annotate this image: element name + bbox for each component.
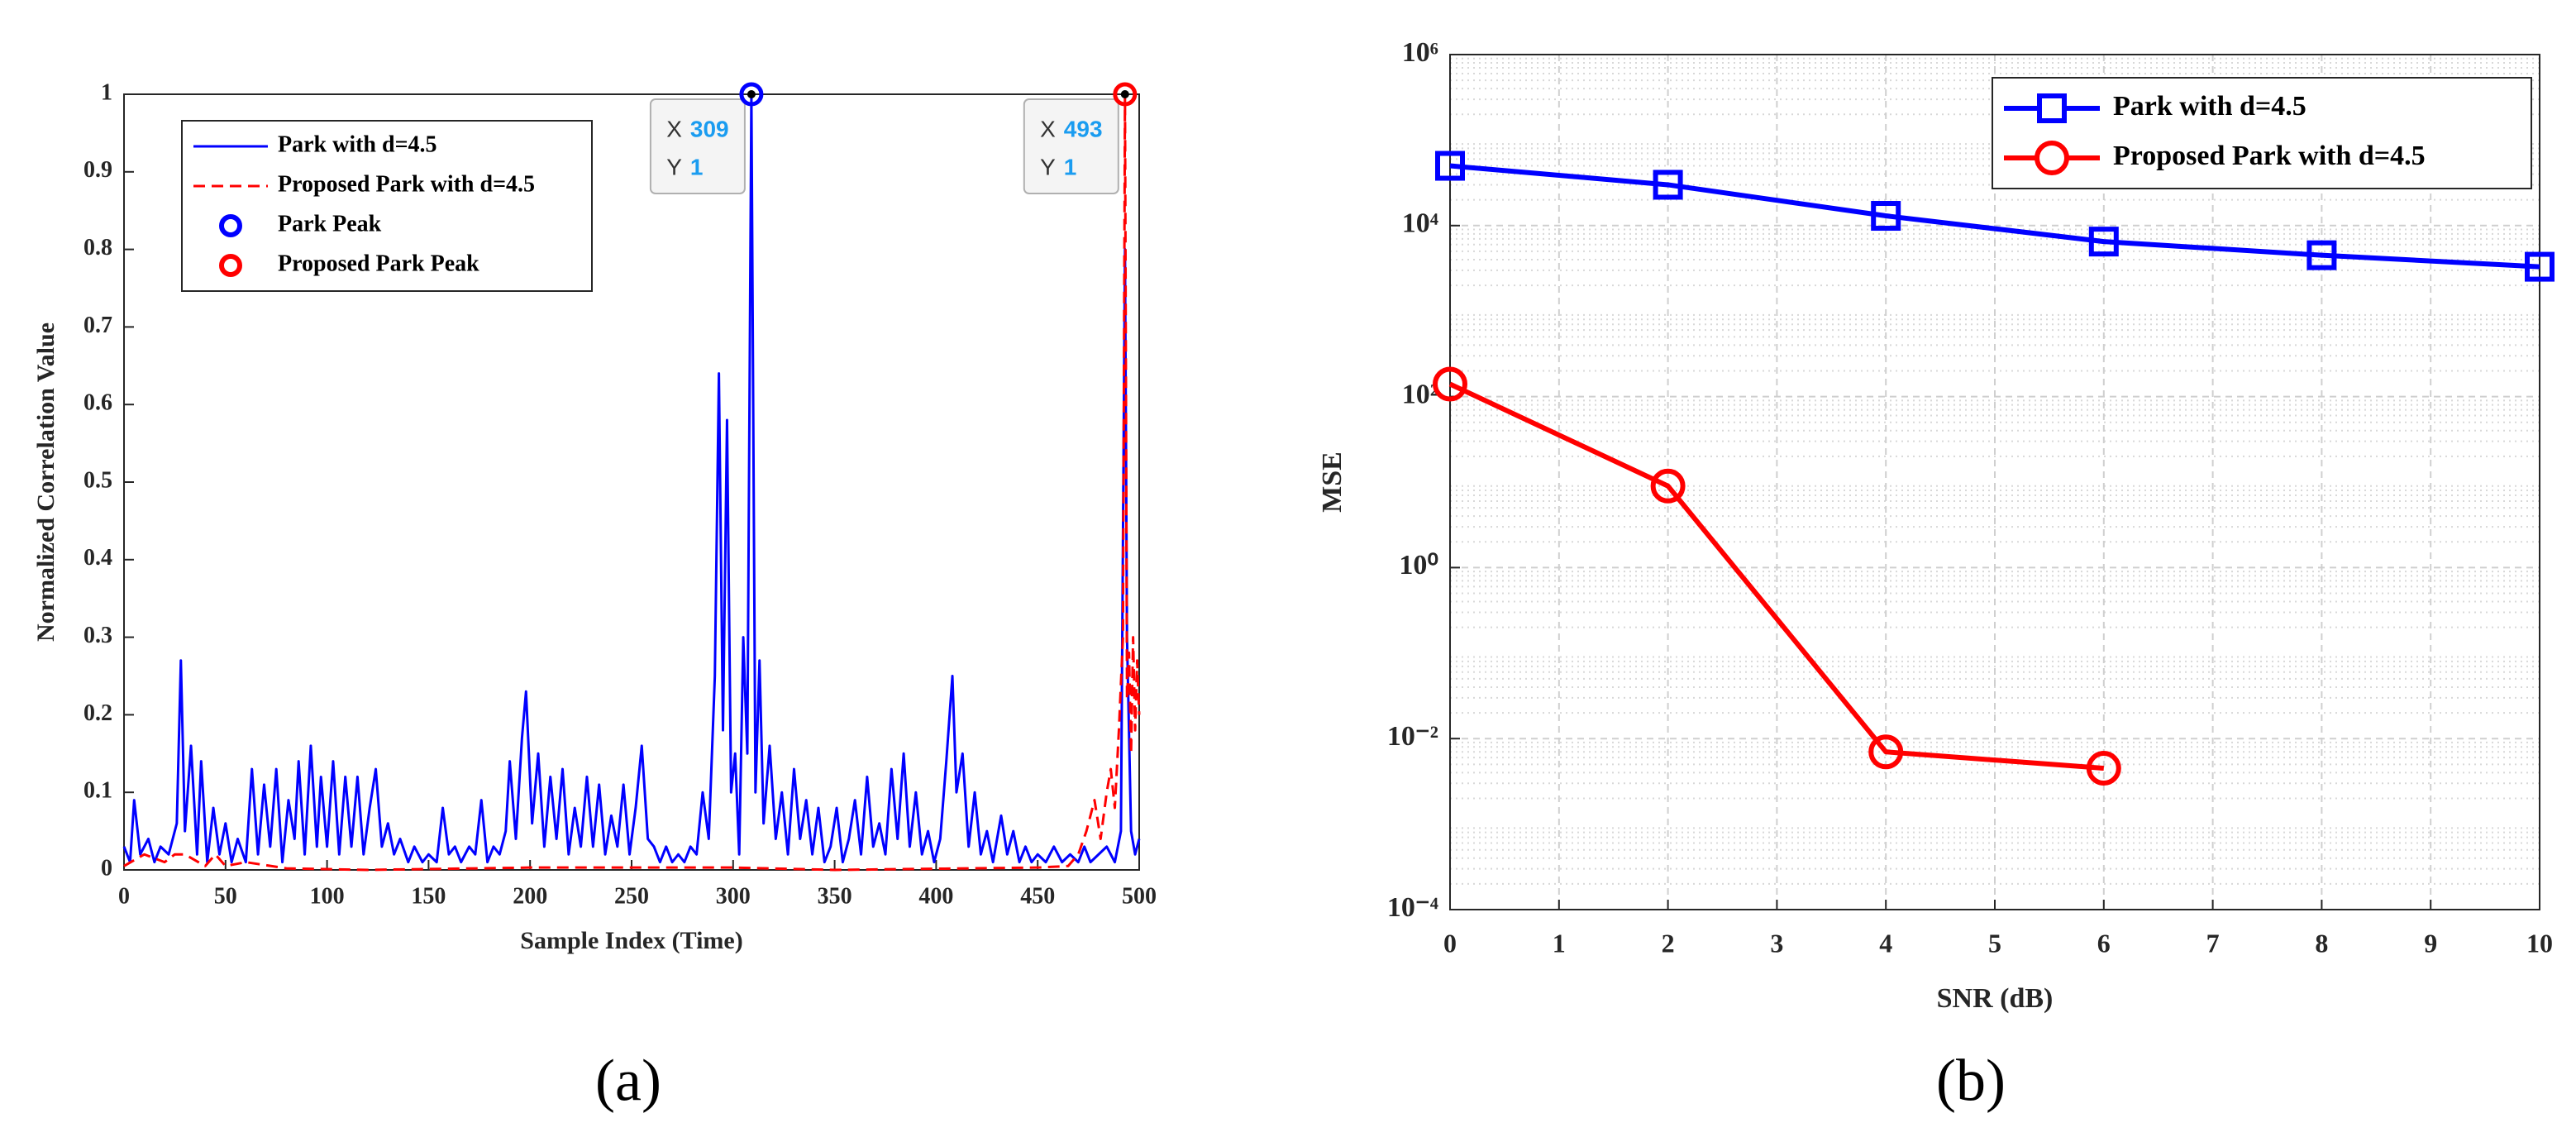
data-marker [1435,150,1465,181]
datatip-box [1023,98,1119,194]
data-marker [1868,734,1904,770]
legend-label: Proposed Park Peak [278,251,479,276]
data-marker [1433,366,1467,402]
peak-dot [1120,90,1129,98]
x-tick-label: 8 [2315,928,2328,958]
y-axis-label: Normalized Correlation Value [32,322,60,642]
x-tick-label: 150 [411,883,446,909]
peak-marker [1113,82,1138,107]
data-marker [2086,751,2121,786]
data-marker [2088,227,2119,257]
datatip-value: 493 [1064,116,1103,141]
y-axis-label: MSE [1317,451,1348,513]
y-tick-label: 0 [101,855,112,881]
caption: (a) [595,1048,661,1114]
legend-label: Proposed Park with d=4.5 [2113,141,2426,171]
x-axis-label: Sample Index (Time) [520,927,742,954]
x-tick-label: 100 [310,883,345,909]
datatip-label: Y [1040,154,1056,179]
y-tick-label: 10⁻⁴ [1387,892,1438,923]
peak-dot [747,90,756,98]
legend-label: Park with d=4.5 [278,131,437,157]
x-tick-label: 300 [716,883,751,909]
x-tick-label: 500 [1122,883,1157,909]
y-tick-label: 10⁴ [1402,208,1438,239]
y-tick-label: 10² [1402,379,1438,409]
legend-box [181,120,593,292]
peak-marker [739,82,764,107]
y-tick-label: 10⁻² [1387,721,1438,752]
y-tick-label: 0.7 [83,313,112,338]
legend-swatch [2035,141,2069,175]
y-tick-label: 0.5 [83,467,112,493]
data-line [123,93,1141,872]
datatip-value: 309 [690,116,729,141]
x-tick-label: 3 [1770,928,1783,958]
datatip-value: 1 [690,154,704,179]
data-marker [2525,251,2555,282]
y-tick-label: 0.8 [83,235,112,260]
x-tick-label: 200 [513,883,547,909]
legend-swatch [219,254,242,277]
datatip-box [649,98,746,194]
x-tick-label: 0 [118,883,130,909]
data-line [122,93,1141,864]
legend-box [1992,77,2532,189]
data-marker [1650,468,1686,504]
x-tick-label: 2 [1662,928,1675,958]
x-tick-label: 4 [1879,928,1892,958]
x-tick-label: 7 [2206,928,2220,958]
datatip-label: Y [666,154,682,179]
caption: (b) [1936,1048,2006,1114]
x-tick-label: 450 [1020,883,1055,909]
y-tick-label: 1 [101,79,112,105]
data-marker [2306,240,2337,270]
data-line [1449,163,2540,270]
y-tick-label: 10⁰ [1399,550,1438,580]
x-axis-label: SNR (dB) [1937,983,2054,1014]
x-tick-label: 1 [1553,928,1566,958]
y-tick-label: 10⁶ [1402,37,1438,68]
legend-label: Park with d=4.5 [2113,91,2306,122]
x-tick-label: 6 [2097,928,2111,958]
data-marker [1653,170,1683,200]
legend-swatch [219,214,242,237]
x-tick-label: 400 [918,883,953,909]
data-marker [1871,201,1901,232]
x-tick-label: 250 [614,883,649,909]
y-tick-label: 0.9 [83,157,112,183]
legend-label: Proposed Park with d=4.5 [278,171,535,197]
datatip-label: X [1040,116,1056,141]
x-tick-label: 9 [2424,928,2437,958]
datatip-label: X [666,116,682,141]
x-tick-label: 350 [818,883,852,909]
y-tick-label: 0.2 [83,700,112,726]
y-tick-label: 0.3 [83,623,112,648]
y-tick-label: 0.1 [83,778,112,804]
y-tick-label: 0.4 [83,545,112,571]
legend-label: Park Peak [278,211,382,236]
x-tick-label: 5 [1988,928,2001,958]
plot-frame [1449,54,2540,910]
legend-swatch [2037,93,2067,123]
x-tick-label: 0 [1443,928,1457,958]
datatip-value: 1 [1064,154,1077,179]
plot-frame [123,93,1140,871]
y-tick-label: 0.6 [83,390,112,416]
data-line [1448,381,2105,772]
x-tick-label: 10 [2526,928,2553,958]
x-tick-label: 50 [214,883,237,909]
